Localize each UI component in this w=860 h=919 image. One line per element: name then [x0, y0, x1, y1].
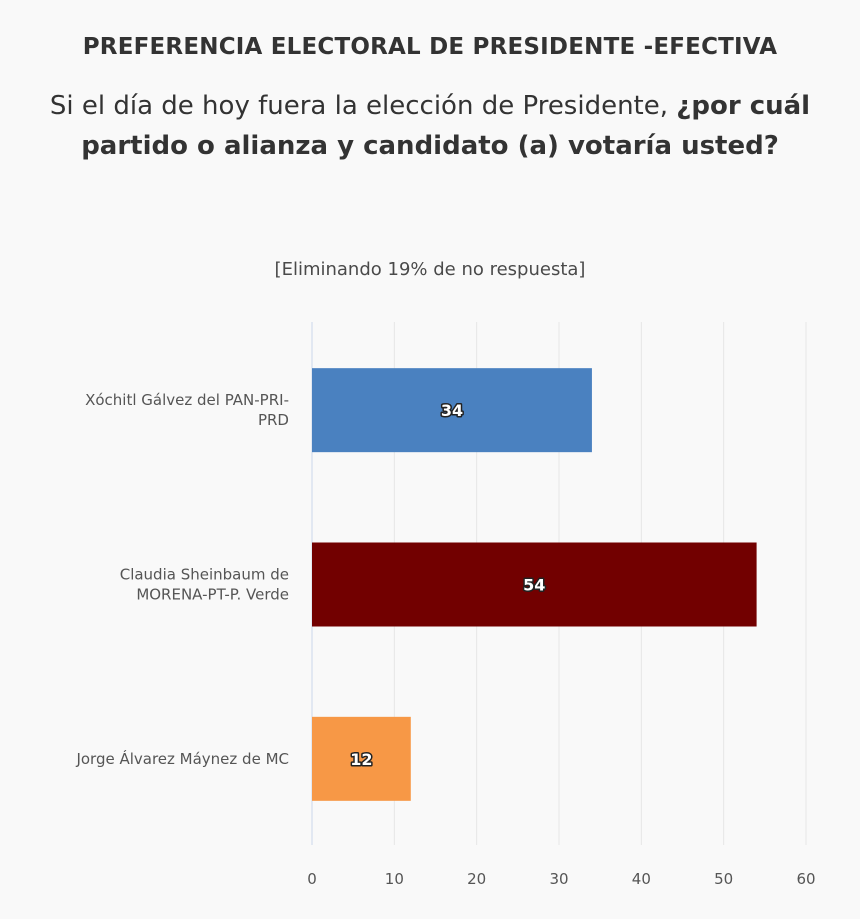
category-label: Jorge Álvarez Máynez de MC	[75, 749, 289, 768]
category-label-line: MORENA-PT-P. Verde	[136, 586, 289, 604]
bars	[312, 368, 757, 801]
x-tick-label: 60	[796, 870, 815, 888]
bar	[312, 542, 757, 627]
x-tick-label: 40	[632, 870, 651, 888]
category-label-line: Claudia Sheinbaum de	[120, 566, 289, 584]
category-label: Claudia Sheinbaum de MORENA-PT-P. Verde	[120, 566, 289, 604]
data-label: 34	[441, 401, 463, 420]
survey-question: Si el día de hoy fuera la elección de Pr…	[30, 86, 830, 166]
x-tick-label: 30	[549, 870, 568, 888]
x-tick-label: 0	[307, 870, 317, 888]
bar	[312, 368, 592, 453]
chart-title: PREFERENCIA ELECTORAL DE PRESIDENTE -EFE…	[82, 34, 778, 60]
data-label: 54	[523, 576, 545, 595]
category-label-line: Xóchitl Gálvez del PAN-PRI-	[85, 391, 289, 409]
question-text: Si el día de hoy fuera la elección de Pr…	[49, 91, 677, 121]
x-tick-label: 10	[385, 870, 404, 888]
bar-chart: Xóchitl Gálvez del PAN-PRI- PRD Claudia Sh…	[75, 322, 816, 888]
chart-subtitle: [Eliminando 19% de no respuesta]	[274, 259, 586, 280]
question-emphasis: ¿por cuál partido o alianza y candidato …	[81, 91, 811, 161]
bar	[312, 716, 411, 801]
data-labels: 34 54 12	[349, 400, 547, 771]
category-label: Xóchitl Gálvez del PAN-PRI- PRD	[85, 391, 289, 429]
x-axis-ticks: 0 10 20 30 40 50 60	[307, 870, 815, 888]
data-label: 12	[350, 750, 372, 769]
x-tick-label: 20	[467, 870, 486, 888]
x-tick-label: 50	[714, 870, 733, 888]
category-label-line: Jorge Álvarez Máynez de MC	[75, 749, 289, 768]
category-label-line: PRD	[258, 411, 289, 429]
category-labels: Xóchitl Gálvez del PAN-PRI- PRD Claudia Sh…	[75, 391, 289, 768]
